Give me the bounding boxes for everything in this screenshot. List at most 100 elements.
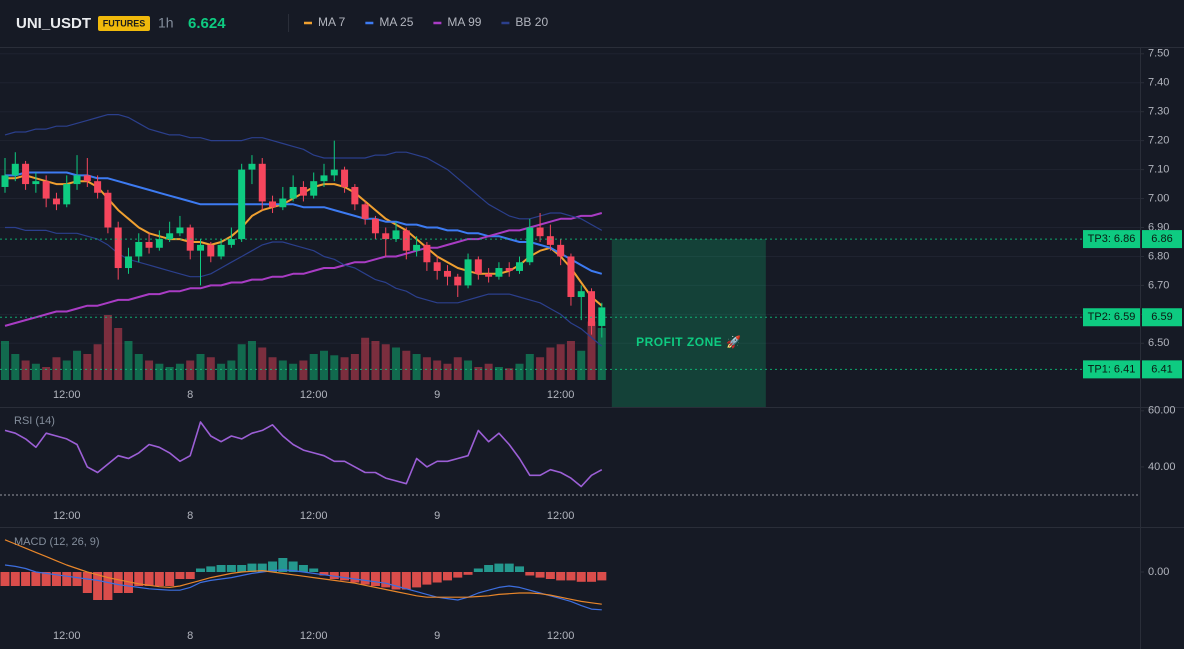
volume-bar	[93, 344, 102, 380]
macd-histogram-bar	[422, 572, 432, 585]
candle-body	[567, 256, 575, 297]
macd-histogram-bar	[319, 572, 329, 576]
target-label: TP2: 6.59	[1088, 311, 1136, 323]
volume-bar	[165, 367, 174, 380]
profit-zone-label: PROFIT ZONE 🚀	[636, 335, 741, 349]
rsi-title: RSI (14)	[14, 415, 55, 427]
candle-body	[320, 175, 328, 182]
candle-body	[32, 181, 40, 185]
volume-bar	[361, 337, 370, 380]
candle-body	[361, 204, 369, 219]
x-tick-label: 12:00	[53, 389, 81, 401]
candle-body	[135, 241, 143, 257]
volume-bar	[186, 360, 195, 380]
candle-body	[73, 175, 81, 185]
x-tick-label: 9	[434, 389, 440, 401]
volume-bar	[340, 357, 349, 380]
interval[interactable]: 1h	[158, 15, 174, 31]
candle-body	[83, 175, 91, 182]
volume-bar	[237, 344, 246, 380]
volume-bar	[247, 341, 256, 380]
macd-histogram-bar	[545, 572, 555, 579]
macd-histogram-bar	[134, 572, 144, 586]
volume-bar	[330, 355, 339, 380]
candle-body	[1, 175, 9, 187]
candle-body	[443, 270, 451, 277]
volume-bar	[443, 363, 452, 380]
macd-histogram-bar	[216, 565, 226, 572]
macd-histogram-bar	[268, 561, 278, 572]
macd-histogram-bar	[10, 572, 20, 586]
macd-histogram-bar	[473, 568, 483, 572]
macd-histogram-bar	[31, 572, 41, 586]
macd-histogram-bar	[350, 572, 360, 583]
volume-bar	[515, 363, 524, 380]
volume-bar	[31, 363, 40, 380]
volume-bar	[217, 363, 226, 380]
volume-bar	[175, 363, 184, 380]
volume-bar	[546, 347, 555, 380]
candle-body	[227, 239, 235, 245]
volume-bar	[566, 341, 575, 380]
candle-body	[197, 244, 205, 251]
candle-body	[238, 169, 246, 240]
candle-body	[22, 163, 30, 185]
volume-bar	[309, 354, 318, 380]
candle-body	[166, 233, 174, 240]
macd-histogram-bar	[525, 572, 535, 576]
volume-bar	[556, 344, 565, 380]
target-badge	[1083, 360, 1140, 379]
macd-histogram-bar	[576, 572, 586, 582]
candle-body	[598, 307, 606, 326]
x-tick-label: 12:00	[547, 630, 575, 642]
volume-bar	[196, 354, 205, 380]
candle-body	[382, 233, 390, 240]
y-tick-label: 7.30	[1148, 106, 1169, 118]
volume-bar	[103, 315, 112, 380]
y-tick-label: 7.50	[1148, 48, 1169, 60]
macd-histogram-bar	[515, 566, 524, 572]
macd-histogram-bar	[504, 563, 514, 572]
candle-body	[526, 227, 534, 263]
x-tick-label: 8	[187, 510, 193, 522]
macd-histogram-bar	[51, 572, 61, 586]
futures-badge	[98, 16, 150, 31]
candle-body	[516, 262, 523, 271]
x-tick-label: 12:00	[547, 510, 575, 522]
candle-body	[217, 244, 225, 257]
macd-histogram-bar	[206, 566, 216, 572]
volume-bar	[381, 344, 390, 380]
macd-histogram-bar	[329, 572, 339, 579]
y-tick-label: 7.40	[1148, 77, 1169, 89]
y-tick-label: 6.50	[1148, 337, 1169, 349]
candle-body	[299, 186, 307, 196]
ma-line	[4, 212, 603, 327]
candle-body	[454, 276, 462, 286]
volume-bar	[11, 354, 20, 380]
macd-histogram-bar	[72, 572, 82, 586]
x-tick-label: 12:00	[300, 510, 328, 522]
macd-histogram-bar	[278, 558, 288, 572]
macd-histogram-bar	[432, 572, 442, 583]
volume-bar	[422, 357, 431, 380]
macd-histogram-bar	[340, 572, 350, 581]
volume-bar	[134, 354, 143, 380]
macd-histogram-bar	[360, 572, 370, 585]
macd-histogram-bar	[412, 572, 422, 588]
candle-body	[269, 201, 277, 208]
target-badge	[1083, 230, 1140, 249]
volume-bar	[464, 360, 473, 380]
candle-body	[588, 291, 596, 326]
candle-body	[176, 227, 184, 234]
y-tick-label: 40.00	[1148, 461, 1176, 473]
candle-body	[42, 181, 50, 199]
macd-histogram-bar	[113, 572, 123, 593]
candle-body	[423, 244, 431, 263]
target-axis-label: 6.86	[1151, 233, 1172, 245]
macd-histogram-bar	[370, 572, 380, 586]
macd-histogram-bar	[175, 572, 185, 579]
volume-bar	[350, 354, 359, 380]
macd-histogram-bar	[62, 572, 72, 586]
symbol[interactable]: UNI_USDT	[16, 15, 91, 32]
